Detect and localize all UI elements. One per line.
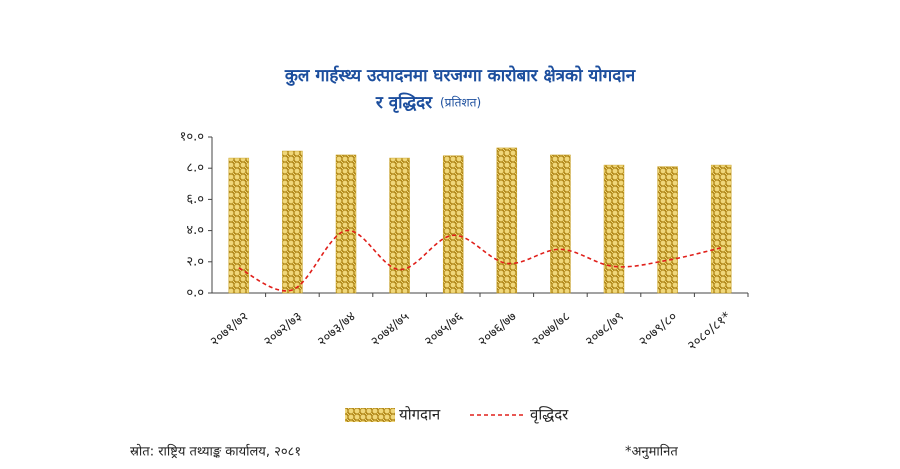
bar [335,154,357,294]
chart-title: र वृद्धिदर [375,92,433,113]
note: *अनुमानित [625,444,678,460]
bar [282,150,303,294]
y-tick-label: २.० [186,254,204,269]
legend-swatch [345,408,395,422]
chart-subtitle: (प्रतिशत) [440,96,481,110]
chart-title: कुल गार्हस्थ्य उत्पादनमा घरजग्गा कारोबार… [284,65,636,86]
y-tick-label: ८.० [186,161,204,176]
x-tick-label: २०७५/७६ [422,309,466,350]
line [238,229,722,292]
bar [550,154,571,294]
x-tick-label: २०८०/८१* [685,309,734,354]
y-tick-label: ०.० [186,286,204,301]
x-tick-label: २०७६/७७ [476,309,520,350]
x-tick-label: २०७२/७३ [261,309,305,349]
y-tick-label: ६.० [186,192,204,207]
bar [657,166,678,294]
x-tick-label: २०७८/७९ [583,309,627,349]
x-tick-label: २०७३/७४ [315,309,359,350]
x-tick-label: २०७७/७८ [529,309,573,350]
legend-label: योगदान [399,406,441,424]
x-tick-label: २०७९/८० [636,309,680,349]
x-tick-label: २०७४/७५ [368,309,412,350]
bar [603,164,625,294]
legend-label: वृद्धिदर [530,406,569,425]
bar [496,147,518,294]
bar [710,164,732,294]
y-tick-label: १०.० [180,130,204,145]
source: स्रोत: राष्ट्रिय तथ्याङ्क कार्यालय, २०८१ [130,444,301,460]
bar [442,155,464,294]
x-tick-label: २०७१/७२ [208,309,252,349]
bar [228,157,250,294]
bar [389,157,410,294]
y-tick-label: ४.० [186,223,204,238]
